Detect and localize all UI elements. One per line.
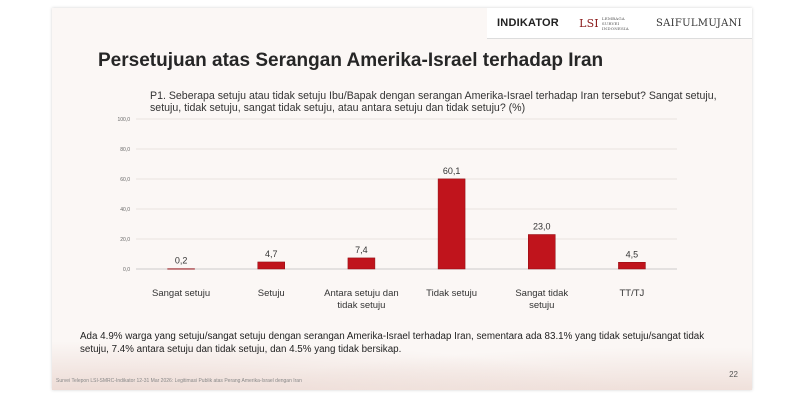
bar-value-label: 7,4 xyxy=(355,245,368,255)
y-tick-label: 0,0 xyxy=(123,267,130,273)
category-label: tidak setuju xyxy=(337,300,385,311)
source-footer: Survei Telepon LSI-SMRC-Indikator 12-31 … xyxy=(56,378,302,384)
bar-value-label: 4,5 xyxy=(626,249,639,259)
y-tick-label: 40,0 xyxy=(120,207,130,213)
y-tick-label: 20,0 xyxy=(120,237,130,243)
bar xyxy=(257,261,285,270)
slide-title: Persetujuan atas Serangan Amerika-Israel… xyxy=(98,50,604,71)
y-tick-label: 60,0 xyxy=(120,177,130,183)
category-label: setuju xyxy=(529,300,554,311)
bar xyxy=(528,234,556,270)
bar-value-label: 4,7 xyxy=(265,249,278,259)
category-label: Antara setuju dan xyxy=(324,288,398,299)
category-label: Tidak setuju xyxy=(426,288,477,299)
bar xyxy=(167,268,195,270)
bar-value-label: 23,0 xyxy=(533,222,551,232)
survey-question: P1. Seberapa setuju atau tidak setuju Ib… xyxy=(150,90,717,114)
decorative-background xyxy=(52,330,752,390)
lsi-logo-mark: LSI xyxy=(579,16,599,30)
bar xyxy=(618,262,646,270)
bar-chart: 0,0 20,0 40,0 60,0 80,0 100,0 0,2 Sangat setuju… xyxy=(52,8,752,390)
slide: INDIKATOR LSI LEMBAGA SURVEI INDONESIA S… xyxy=(52,8,752,390)
chart-svg: 0,0 20,0 40,0 60,0 80,0 100,0 0,2 Sangat setuju… xyxy=(117,117,677,311)
bar-value-label: 60,1 xyxy=(443,166,461,176)
category-label: Sangat tidak xyxy=(515,288,568,299)
bar-value-label: 0,2 xyxy=(175,256,188,266)
y-tick-label: 80,0 xyxy=(120,147,130,153)
indikator-logo: INDIKATOR xyxy=(497,17,559,29)
saifulmujani-logo: SAIFULMUJANI xyxy=(655,17,742,29)
category-label: Sangat setuju xyxy=(152,288,210,299)
chart-summary: Ada 4.9% warga yang setuju/sangat setuju… xyxy=(80,331,705,355)
category-label: TT/TJ xyxy=(620,288,645,299)
lsi-logo-text: LEMBAGA SURVEI INDONESIA xyxy=(601,15,629,31)
category-label: Setuju xyxy=(258,288,285,299)
lsi-logo: LSI LEMBAGA SURVEI INDONESIA xyxy=(579,16,636,31)
logo-strip: INDIKATOR LSI LEMBAGA SURVEI INDONESIA S… xyxy=(487,8,752,39)
page-number: 22 xyxy=(729,370,738,379)
bar xyxy=(347,257,376,270)
y-tick-label: 100,0 xyxy=(117,117,130,123)
bar xyxy=(437,178,466,270)
